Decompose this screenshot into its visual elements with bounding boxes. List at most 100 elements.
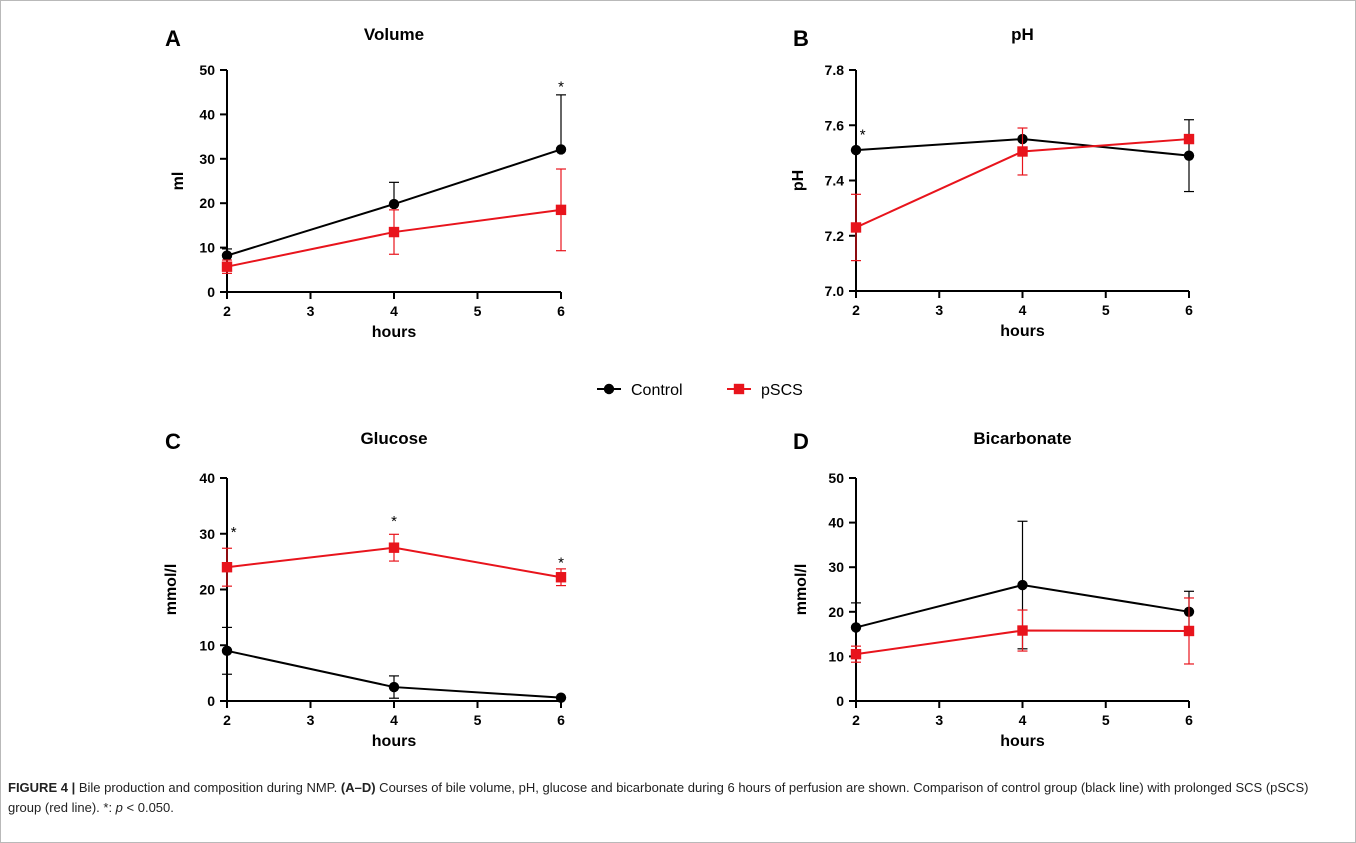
- data-point: [1183, 133, 1195, 145]
- significance-asterisk: *: [558, 555, 564, 572]
- x-tick-label-b: 3: [935, 302, 943, 318]
- x-tick-label-a: 6: [557, 303, 565, 319]
- significance-asterisk: *: [558, 79, 564, 96]
- data-point: [850, 144, 862, 156]
- data-point: [1183, 625, 1195, 637]
- y-tick-label-d: 50: [828, 470, 844, 486]
- data-point: [388, 226, 400, 238]
- x-tick-label-b: 5: [1102, 302, 1110, 318]
- x-tick-label-b: 2: [852, 302, 860, 318]
- y-axis-label-d: mmol/l: [793, 564, 810, 616]
- x-tick-label-a: 3: [307, 303, 315, 319]
- y-tick-label-b: 7.2: [825, 228, 845, 244]
- caption-text-3: < 0.050.: [122, 800, 174, 815]
- x-tick-label-c: 6: [557, 712, 565, 728]
- x-axis-label-a: hours: [372, 324, 417, 341]
- legend: Control pSCS: [597, 382, 803, 399]
- x-axis-label-b: hours: [1000, 323, 1045, 340]
- significance-asterisk: *: [231, 524, 237, 541]
- x-tick-label-d: 3: [935, 712, 943, 728]
- y-tick-label-c: 20: [199, 582, 215, 598]
- panel-title-b: pH: [1011, 25, 1034, 44]
- panel-a: A Volume 0 10 20 30 40 50 2 3 4 5 6 hours ml *: [165, 25, 567, 341]
- data-point: [221, 250, 233, 261]
- caption-p-symbol: p: [115, 800, 123, 815]
- x-tick-label-a: 4: [390, 303, 398, 319]
- x-tick-label-b: 4: [1019, 302, 1027, 318]
- data-point: [388, 681, 400, 693]
- data-point: [388, 542, 400, 553]
- y-tick-label-c: 40: [199, 470, 215, 486]
- data-point: [555, 204, 567, 216]
- y-tick-label-c: 30: [199, 526, 215, 542]
- series-pscs-c: [221, 533, 567, 587]
- data-point: [221, 562, 233, 573]
- y-tick-label-b: 7.6: [825, 117, 845, 133]
- y-tick-label-a: 20: [199, 195, 215, 211]
- x-tick-label-b: 6: [1185, 302, 1193, 318]
- series-pscs-b: [850, 127, 1195, 262]
- series-control-a: [221, 94, 567, 261]
- legend-label: pSCS: [761, 382, 803, 399]
- data-point: [1017, 579, 1028, 591]
- x-tick-label-c: 5: [474, 712, 482, 728]
- data-point: [850, 622, 862, 633]
- y-tick-label-a: 0: [207, 284, 215, 300]
- data-point: [1017, 625, 1028, 636]
- data-point: [221, 645, 233, 657]
- series-pscs-a: [221, 168, 567, 274]
- panel-title-a: Volume: [364, 25, 424, 44]
- x-tick-label-d: 6: [1185, 712, 1193, 728]
- caption-text-2: Courses of bile volume, pH, glucose and …: [8, 780, 1309, 815]
- significance-asterisk: *: [860, 127, 866, 144]
- legend-label: Control: [631, 382, 683, 399]
- panel-letter-d: D: [793, 429, 809, 454]
- data-point: [555, 572, 567, 583]
- x-tick-label-c: 3: [307, 712, 315, 728]
- x-axis-label-c: hours: [372, 733, 417, 750]
- x-tick-label-c: 2: [223, 712, 231, 728]
- data-point: [850, 222, 862, 233]
- data-point: [1017, 146, 1028, 157]
- y-tick-label-b: 7.4: [825, 173, 845, 189]
- caption-label: FIGURE 4 |: [8, 780, 76, 795]
- panel-d: D Bicarbonate 0 10 20 30 40 50 2 3 4 5 6 hours mmol/l: [793, 429, 1195, 750]
- y-tick-label-d: 10: [828, 648, 844, 664]
- series-pscs-d: [850, 597, 1195, 665]
- figure-caption: FIGURE 4 | Bile production and compositi…: [8, 778, 1338, 818]
- y-axis-label-c: mmol/l: [163, 564, 180, 616]
- y-tick-label-a: 10: [199, 240, 215, 256]
- caption-text-1: Bile production and composition during N…: [75, 780, 341, 795]
- panel-letter-b: B: [793, 26, 809, 51]
- data-point: [388, 198, 400, 210]
- series-control-c: [221, 626, 567, 703]
- panel-letter-a: A: [165, 26, 181, 51]
- y-tick-label-a: 40: [199, 106, 215, 122]
- legend-marker: [733, 383, 745, 395]
- x-tick-label-c: 4: [390, 712, 398, 728]
- y-axis-label-b: pH: [790, 170, 807, 191]
- y-tick-label-d: 40: [828, 515, 844, 531]
- y-tick-label-d: 30: [828, 559, 844, 575]
- y-tick-label-c: 0: [207, 693, 215, 709]
- significance-asterisk: *: [391, 513, 397, 530]
- data-point: [555, 144, 567, 155]
- x-tick-label-a: 2: [223, 303, 231, 319]
- y-tick-label-d: 0: [836, 693, 844, 709]
- x-tick-label-d: 4: [1019, 712, 1027, 728]
- legend-marker: [603, 383, 615, 395]
- x-axis-label-d: hours: [1000, 733, 1045, 750]
- y-tick-label-c: 10: [199, 637, 215, 653]
- y-tick-label-b: 7.0: [825, 283, 845, 299]
- panel-title-d: Bicarbonate: [973, 429, 1071, 448]
- caption-panels-ref: (A–D): [340, 780, 376, 795]
- x-tick-label-a: 5: [474, 303, 482, 319]
- y-tick-label-d: 20: [828, 604, 844, 620]
- panel-title-c: Glucose: [360, 429, 427, 448]
- y-tick-label-a: 30: [199, 151, 215, 167]
- data-point: [555, 692, 567, 703]
- x-tick-label-d: 2: [852, 712, 860, 728]
- data-point: [1183, 150, 1195, 161]
- x-tick-label-d: 5: [1102, 712, 1110, 728]
